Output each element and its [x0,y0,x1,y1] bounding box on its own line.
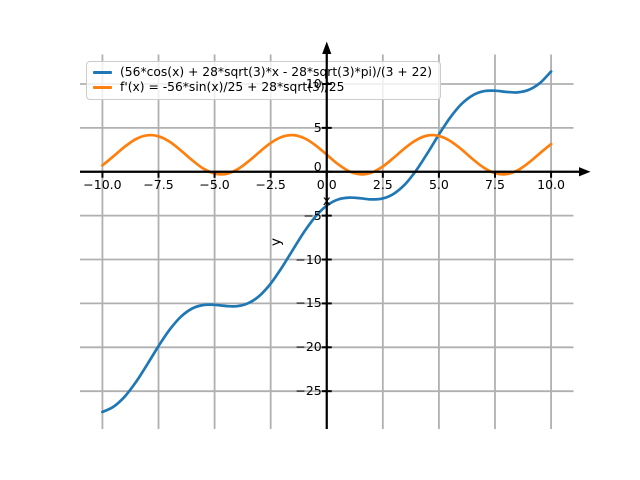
y-axis-arrowhead [322,41,332,54]
x-tick-label: 0.0 [316,177,337,193]
y-axis-label: y [267,238,284,246]
x-tick-label: 7.5 [485,177,505,193]
y-tick-label: −5 [303,207,322,223]
legend-entry: f'(x) = -56*sin(x)/25 + 28*sqrt(3)/25 [93,80,432,95]
y-tick-label: −15 [295,295,322,311]
y-tick-label: −20 [295,339,322,355]
x-tick-label: −2.5 [255,177,286,193]
x-tick-label: 2.5 [372,177,393,193]
x-tick-label: −7.5 [143,177,174,193]
y-tick-label: −25 [295,383,322,399]
legend-label: (56*cos(x) + 28*sqrt(3)*x - 28*sqrt(3)*p… [120,65,433,79]
y-tick-label: 5 [313,119,322,135]
legend-entry: (56*cos(x) + 28*sqrt(3)*x - 28*sqrt(3)*p… [93,65,432,80]
y-tick-label: 10 [305,75,322,91]
y-tick-label: −10 [295,251,322,267]
x-tick-label: −10.0 [83,177,122,193]
x-axis-arrowhead [579,167,591,177]
x-axis-label: x [322,192,331,209]
x-tick-label: 5.0 [428,177,449,193]
x-tick-label: −5.0 [199,177,230,193]
legend: (56*cos(x) + 28*sqrt(3)*x - 28*sqrt(3)*p… [86,61,442,100]
legend-label: f'(x) = -56*sin(x)/25 + 28*sqrt(3)/25 [120,80,345,94]
legend-line-swatch [93,71,112,74]
y-tick-label: 0 [313,159,322,175]
legend-line-swatch [93,86,112,89]
x-tick-label: 10.0 [537,177,565,193]
